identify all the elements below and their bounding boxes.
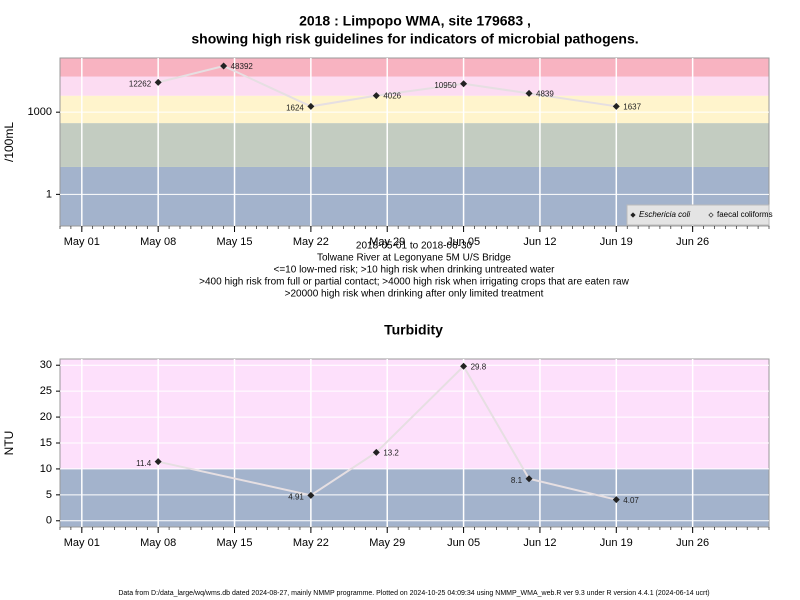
series-line (157, 364, 617, 501)
data-point (372, 448, 380, 456)
data-point (460, 80, 468, 88)
x-tick-label: Jun 12 (523, 236, 556, 248)
y-tick-label: 15 (40, 437, 52, 449)
data-point (612, 496, 620, 504)
data-label: 8.1 (511, 476, 523, 485)
data-label: 4026 (383, 92, 401, 101)
x-tick-label: May 15 (216, 236, 252, 248)
y-tick-label: 25 (40, 385, 52, 397)
y-tick-label: 5 (46, 489, 52, 501)
legend-label: Eschericia coli (639, 210, 690, 219)
footer: Data from D:/data_large/wq/wms.db dated … (118, 590, 709, 597)
legend-box (626, 204, 770, 226)
x-tick-label: May 29 (369, 537, 405, 549)
risk-band (60, 468, 769, 527)
y-tick-label: 1000 (28, 106, 52, 118)
x-tick-label: Jun 05 (447, 537, 480, 549)
x-tick-label: May 22 (293, 537, 329, 549)
data-point (220, 62, 228, 70)
data-point (460, 362, 468, 370)
x-tick-label: Jun 26 (676, 236, 709, 248)
x-tick-label: May 22 (293, 236, 329, 248)
y-tick-label: 1 (46, 188, 52, 200)
x-tick-label: Jun 12 (523, 537, 556, 549)
note: >400 high risk from full or partial cont… (199, 277, 629, 288)
x-tick-label: May 08 (140, 236, 176, 248)
risk-band (60, 76, 769, 96)
x-tick-label: May 01 (64, 537, 100, 549)
chart-title: Turbidity (384, 322, 443, 338)
x-tick-label: May 01 (64, 236, 100, 248)
x-tick-label: Jun 19 (600, 537, 633, 549)
title-line: showing high risk guidelines for indicat… (191, 31, 638, 47)
data-label: 1624 (286, 104, 304, 113)
y-tick-label: 20 (40, 411, 52, 423)
note: >20000 high risk when drinking after onl… (285, 289, 544, 300)
data-point (372, 92, 380, 100)
legend-label: faecal coliforms (717, 210, 773, 219)
x-tick-label: May 29 (369, 236, 405, 248)
y-tick-label: 0 (46, 515, 52, 527)
x-tick-label: Jun 05 (447, 236, 480, 248)
y-tick-label: 30 (40, 359, 52, 371)
title-line: 2018 : Limpopo WMA, site 179683 , (299, 13, 531, 29)
x-tick-label: May 08 (140, 537, 176, 549)
plot-frame (59, 57, 770, 227)
data-point (307, 102, 315, 110)
legend-marker (630, 212, 636, 218)
data-label: 4.91 (288, 492, 304, 501)
note: Tolwane River at Legonyane 5M U/S Bridge (317, 253, 511, 264)
risk-band (60, 58, 769, 77)
y-axis-label: NTU (2, 431, 16, 456)
data-point (612, 102, 620, 110)
data-label: 48392 (231, 62, 254, 71)
data-label: 4.07 (623, 496, 639, 505)
data-label: 10950 (434, 81, 457, 90)
data-point (307, 491, 315, 499)
x-tick-label: Jun 26 (676, 537, 709, 549)
risk-band (60, 123, 769, 167)
y-tick-label: 10 (40, 463, 52, 475)
x-tick-label: Jun 19 (600, 236, 633, 248)
note: <=10 low-med risk; >10 high risk when dr… (274, 265, 556, 276)
data-point (154, 78, 162, 86)
data-label: 4839 (536, 90, 554, 99)
data-point (525, 475, 533, 483)
legend-marker (708, 212, 714, 218)
data-label: 11.4 (136, 459, 152, 468)
data-point (154, 458, 162, 466)
y-axis-label: /100mL (2, 122, 16, 162)
data-point (525, 89, 533, 97)
data-label: 29.8 (471, 362, 487, 371)
data-label: 12262 (129, 79, 152, 88)
data-label: 13.2 (383, 448, 399, 457)
x-tick-label: May 15 (216, 537, 252, 549)
risk-band (60, 95, 769, 124)
data-label: 1637 (623, 102, 641, 111)
note: 2018-05-01 to 2018-06-30 (356, 241, 473, 252)
